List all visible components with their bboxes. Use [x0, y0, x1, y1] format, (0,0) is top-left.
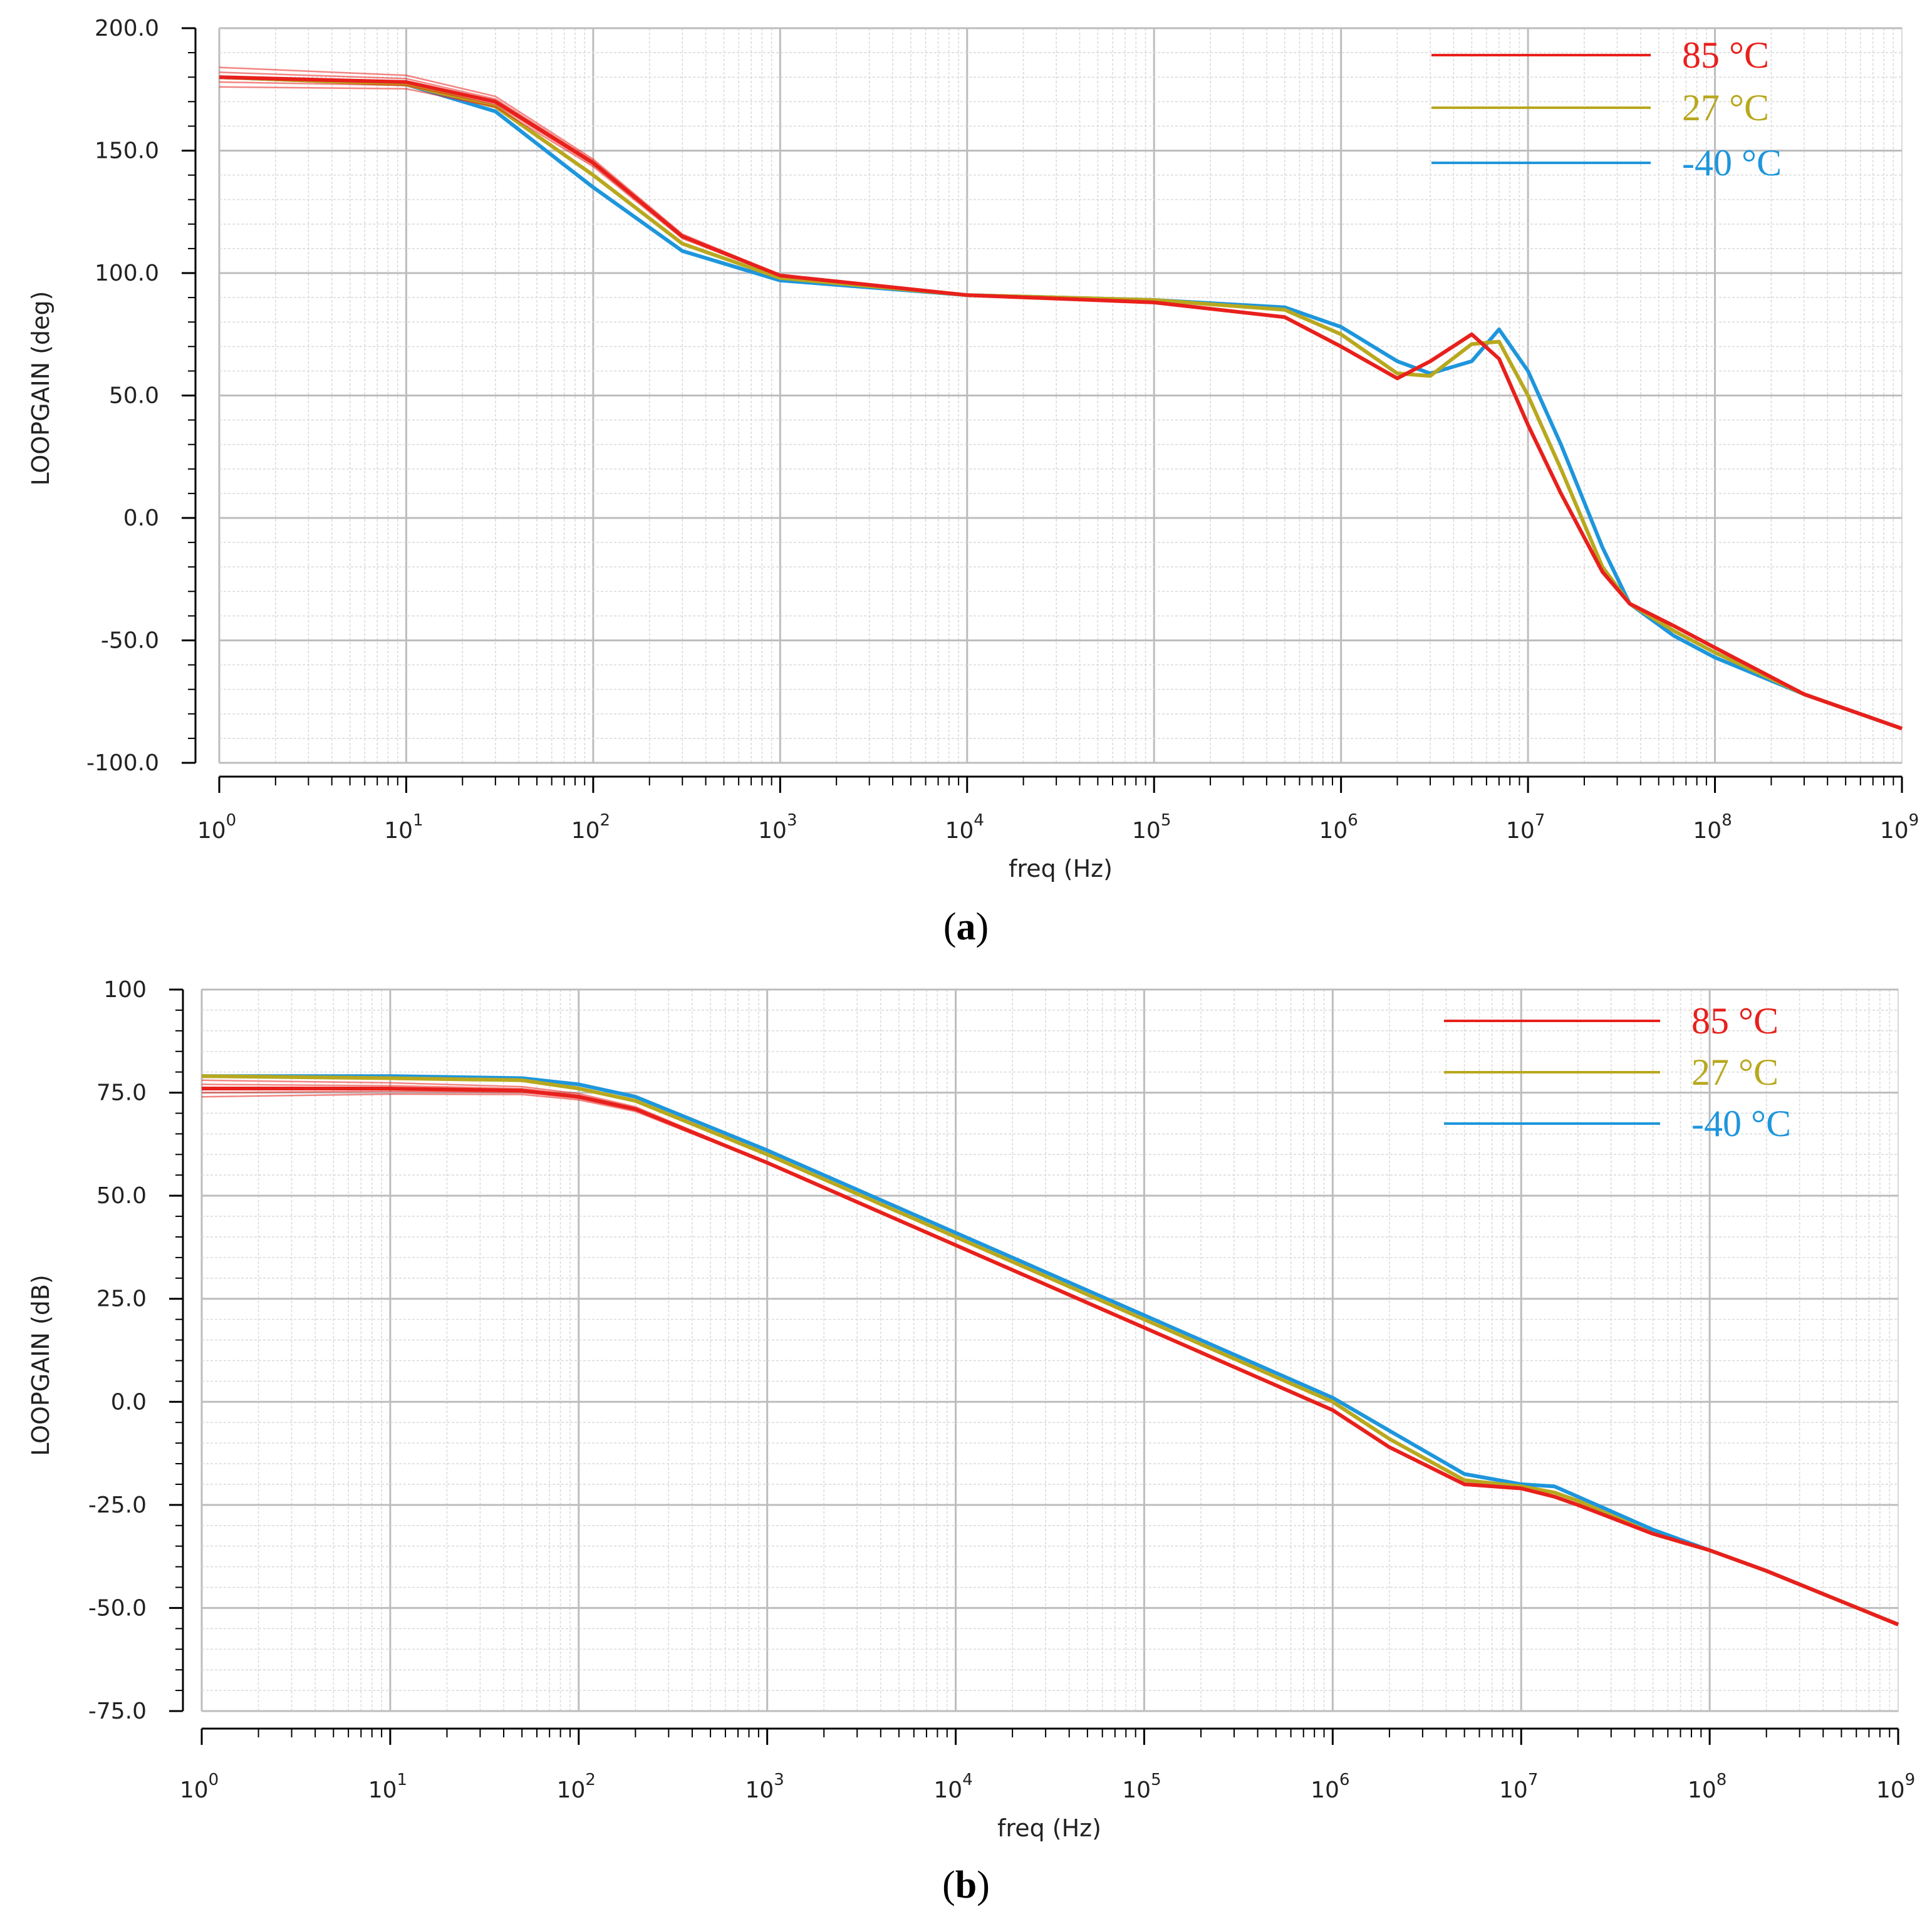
- panel-b-axes: [169, 988, 1899, 1745]
- panel-b-caption: (b): [942, 1864, 990, 1906]
- y-tick-label: -100.0: [86, 750, 159, 776]
- y-tick-label: 75.0: [96, 1080, 147, 1106]
- series-line-85C: [202, 1087, 1899, 1627]
- x-tick-label: 102: [557, 1771, 596, 1803]
- x-tick-label: 108: [1688, 1771, 1727, 1803]
- x-tick-label: 108: [1693, 811, 1732, 844]
- x-tick-label: 107: [1506, 811, 1545, 844]
- legend-label-neg40c: -40 °C: [1682, 142, 1782, 184]
- y-tick-label: 25.0: [96, 1286, 147, 1312]
- legend-label-85c: 85 °C: [1691, 1000, 1779, 1042]
- x-tick-label: 106: [1319, 811, 1358, 844]
- panel-a-legend: 85 °C 27 °C -40 °C: [1431, 34, 1782, 184]
- x-tick-label: 107: [1499, 1771, 1538, 1803]
- series-line-85C: [219, 75, 1903, 731]
- x-tick-label: 100: [197, 811, 236, 844]
- y-tick-label: -50.0: [88, 1595, 147, 1621]
- panel-a-series: [219, 66, 1903, 731]
- panel-b-y-axis-label: LOOPGAIN (dB): [27, 1275, 55, 1456]
- x-tick-label: 104: [933, 1771, 972, 1803]
- x-tick-label: 100: [180, 1771, 219, 1803]
- x-tick-label: 105: [1132, 811, 1171, 844]
- x-tick-label: 102: [571, 811, 610, 844]
- panel-a-y-axis-label: LOOPGAIN (deg): [27, 291, 55, 486]
- panel-a-x-tick-labels: 100 101 102 103 104 105 106 107 108 109: [197, 811, 1919, 844]
- y-tick-label: -50.0: [101, 628, 159, 654]
- legend-label-85c: 85 °C: [1682, 34, 1769, 76]
- y-tick-label: -75.0: [88, 1699, 147, 1724]
- y-tick-label: 150.0: [95, 138, 159, 164]
- y-tick-label: 50.0: [96, 1183, 147, 1209]
- y-tick-label: 200.0: [95, 16, 159, 41]
- x-tick-label: 101: [368, 1771, 407, 1803]
- x-tick-label: 105: [1122, 1771, 1161, 1803]
- panel-b-legend: 85 °C 27 °C -40 °C: [1444, 1000, 1791, 1144]
- series-line--40C: [219, 75, 1903, 731]
- legend-label-neg40c: -40 °C: [1691, 1103, 1791, 1144]
- series-line-27C: [219, 75, 1903, 731]
- x-tick-label: 101: [384, 811, 423, 844]
- panel-b-y-tick-labels: 100 75.0 50.0 25.0 0.0 -25.0 -50.0 -75.0: [88, 977, 147, 1724]
- panel-b-x-axis-label: freq (Hz): [997, 1814, 1101, 1842]
- y-tick-label: 50.0: [109, 383, 159, 409]
- x-tick-label: 104: [945, 811, 984, 844]
- legend-label-27c: 27 °C: [1691, 1052, 1779, 1093]
- panel-b-magnitude-plot: 100 75.0 50.0 25.0 0.0 -25.0 -50.0 -75.0 100 101…: [27, 977, 1915, 1906]
- y-tick-label: 100.0: [95, 261, 159, 286]
- y-tick-label: -25.0: [88, 1492, 147, 1518]
- x-tick-label: 109: [1876, 1771, 1915, 1803]
- y-tick-label: 0.0: [111, 1389, 147, 1415]
- x-tick-label: 103: [758, 811, 797, 844]
- panel-a-grid: [218, 27, 1903, 764]
- panel-a-phase-plot: 200.0 150.0 100.0 50.0 0.0 -50.0 -100.0 100 101…: [27, 16, 1919, 948]
- panel-a-caption: (a): [943, 906, 989, 948]
- panel-a-y-tick-labels: 200.0 150.0 100.0 50.0 0.0 -50.0 -100.0: [86, 16, 159, 776]
- panel-a-axes: [182, 27, 1903, 793]
- x-tick-label: 103: [745, 1771, 784, 1803]
- panel-a-x-axis-label: freq (Hz): [1009, 855, 1113, 882]
- y-tick-label: 0.0: [123, 505, 159, 531]
- panel-b-grid: [200, 988, 1899, 1712]
- x-tick-label: 109: [1880, 811, 1919, 844]
- y-tick-label: 100: [103, 977, 147, 1003]
- series-line--40C: [202, 1074, 1899, 1627]
- panel-b-x-tick-labels: 100 101 102 103 104 105 106 107 108 109: [180, 1771, 1915, 1803]
- x-tick-label: 106: [1311, 1771, 1349, 1803]
- legend-label-27c: 27 °C: [1682, 87, 1769, 128]
- panel-b-series: [201, 1074, 1899, 1627]
